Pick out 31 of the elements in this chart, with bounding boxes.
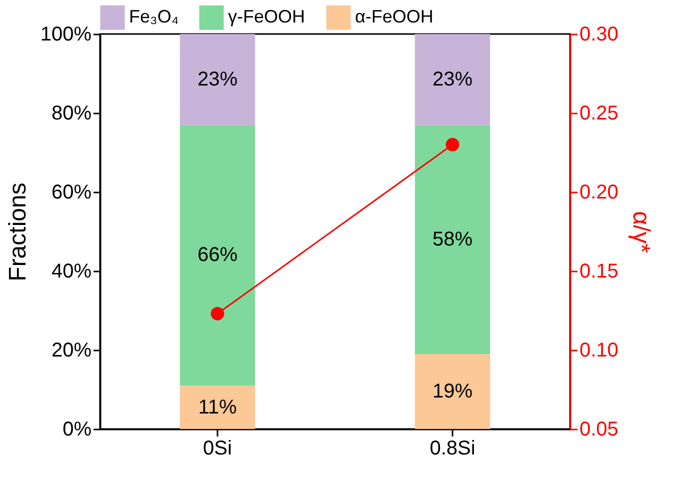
bar: [414, 354, 490, 429]
bar: [180, 386, 256, 429]
legend-label: γ-FeOOH: [228, 6, 306, 27]
y-tick-label: 0%: [62, 418, 92, 440]
y-tick-label: 40%: [51, 260, 92, 282]
legend-label: Fe₃O₄: [129, 6, 179, 27]
data-label: 19%: [432, 380, 473, 402]
y2-tick-label: 0.05: [580, 418, 618, 440]
y2-tick-label: 0.15: [580, 260, 618, 282]
legend-label: α-FeOOH: [355, 6, 434, 27]
y-tick-label: 20%: [51, 340, 92, 362]
bar: [180, 124, 256, 386]
y-tick-label: 100%: [40, 24, 92, 46]
data-label: 58%: [432, 228, 473, 250]
y-tick-label: 80%: [51, 102, 92, 124]
y2-tick-label: 0.25: [580, 102, 618, 124]
x-tick-label: 0Si: [203, 438, 232, 460]
data-label: 11%: [198, 396, 237, 418]
data-label: 23%: [432, 68, 473, 90]
y2-tick-label: 0.10: [580, 340, 618, 362]
y-axis-title: Fractions: [4, 182, 32, 282]
y2-tick-label: 0.30: [580, 24, 618, 46]
bar: [414, 34, 490, 125]
y2-axis-title: α/γ*: [627, 211, 654, 253]
data-label: 66%: [197, 244, 238, 266]
x-tick-label: 0.8Si: [430, 438, 476, 460]
y2-tick-label: 0.20: [580, 182, 618, 204]
bar: [180, 34, 256, 125]
bar: [414, 124, 490, 354]
data-label: 23%: [197, 68, 238, 90]
y-tick-label: 60%: [51, 182, 92, 204]
